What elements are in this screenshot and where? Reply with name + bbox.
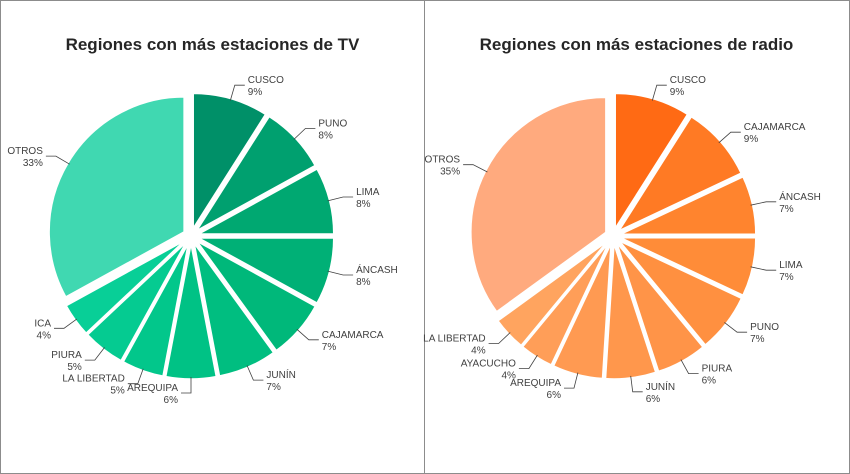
- radio-leader-line-junin: [630, 375, 643, 393]
- tv-leader-line-otros: [45, 155, 70, 165]
- radio-label-ayacucho: AYACUCHO: [461, 359, 516, 370]
- radio-leader-line-lima: [750, 266, 777, 271]
- radio-value-label-ayacucho: 4%: [501, 371, 516, 382]
- tv-label-cusco: CUSCO: [248, 75, 284, 86]
- tv-leader-line-ica: [54, 318, 78, 329]
- radio-label-lima: LIMA: [779, 260, 803, 271]
- tv-label-junin: JUNÍN: [266, 368, 295, 381]
- tv-value-label-puno: 8%: [318, 131, 333, 142]
- radio-label-junin: JUNÍN: [646, 380, 675, 393]
- tv-leader-line-puno: [293, 128, 316, 140]
- tv-leader-line-piura: [84, 347, 105, 361]
- tv-chart-panel: Regiones con más estaciones de TV CUSCO 9…: [1, 1, 424, 473]
- radio-pie-chart: CUSCO9%CAJAMARCA9%ÁNCASH7%LIMA7%PUNO7%PI…: [423, 75, 821, 405]
- radio-label-puno: PUNO: [750, 322, 779, 333]
- radio-value-label-otros: 35%: [440, 167, 460, 178]
- radio-value-label-arequipa: 6%: [547, 390, 562, 401]
- tv-value-label-cusco: 9%: [248, 87, 263, 98]
- radio-value-label-cusco: 9%: [670, 87, 685, 98]
- radio-value-label-junin: 6%: [646, 394, 661, 405]
- radio-value-label-puno: 7%: [750, 334, 765, 345]
- radio-chart-title: Regiones con más estaciones de radio: [479, 35, 794, 54]
- tv-value-label-otros: 33%: [23, 158, 43, 169]
- tv-value-label-la-libertad: 5%: [110, 386, 125, 397]
- tv-label-ica: ICA: [34, 318, 51, 329]
- tv-value-label-lima: 8%: [356, 199, 371, 210]
- tv-leader-line-arequipa: [181, 377, 192, 394]
- radio-value-label-lima: 7%: [779, 272, 794, 283]
- tv-label-puno: PUNO: [318, 119, 347, 130]
- tv-value-label-ancash: 8%: [356, 277, 371, 288]
- tv-value-label-arequipa: 6%: [164, 395, 179, 406]
- radio-leader-line-piura: [680, 359, 699, 375]
- radio-leader-line-puno: [724, 322, 748, 333]
- tv-label-la-libertad: LA LIBERTAD: [62, 374, 124, 385]
- radio-label-piura: PIURA: [702, 364, 733, 375]
- radio-value-label-cajamarca: 9%: [744, 134, 759, 145]
- tv-leader-line-junin: [246, 365, 264, 381]
- radio-label-ancash: ÁNCASH: [779, 190, 821, 203]
- radio-value-label-ancash: 7%: [779, 204, 794, 215]
- tv-label-piura: PIURA: [51, 350, 82, 361]
- radio-chart-panel: Regiones con más estaciones de radio CUS…: [423, 1, 848, 473]
- tv-chart-title: Regiones con más estaciones de TV: [65, 35, 360, 54]
- radio-leader-line-otros: [463, 164, 488, 173]
- radio-label-cajamarca: CAJAMARCA: [744, 122, 806, 133]
- tv-value-label-ica: 4%: [37, 330, 52, 341]
- tv-value-label-cajamarca: 7%: [322, 342, 337, 353]
- radio-leader-line-arequipa: [564, 372, 579, 389]
- radio-label-otros: OTROS: [425, 155, 461, 166]
- tv-label-ancash: ÁNCASH: [356, 263, 398, 276]
- radio-label-cusco: CUSCO: [670, 75, 706, 86]
- tv-label-cajamarca: CAJAMARCA: [322, 330, 384, 341]
- tv-leader-line-la-libertad: [127, 368, 144, 385]
- tv-pie-chart: CUSCO9%PUNO8%LIMA8%ÁNCASH8%CAJAMARCA7%JU…: [7, 75, 398, 406]
- tv-value-label-piura: 5%: [67, 362, 82, 373]
- radio-leader-line-cusco: [651, 84, 667, 101]
- panel-divider: [424, 1, 425, 473]
- tv-leader-line-ancash: [327, 270, 354, 276]
- radio-label-la-libertad: LA LIBERTAD: [423, 334, 485, 345]
- tv-leader-line-cajamarca: [296, 328, 319, 341]
- tv-leader-line-lima: [327, 196, 354, 202]
- radio-value-label-la-libertad: 4%: [471, 346, 486, 357]
- tv-value-label-junin: 7%: [266, 382, 281, 393]
- tv-label-arequipa: AREQUIPA: [127, 383, 178, 394]
- radio-value-label-piura: 6%: [702, 376, 717, 387]
- radio-leader-line-cajamarca: [718, 131, 741, 144]
- tv-label-lima: LIMA: [356, 187, 380, 198]
- radio-leader-line-ayacucho: [518, 354, 538, 370]
- radio-label-arequipa: AREQUIPA: [510, 378, 561, 389]
- radio-leader-line-la-libertad: [488, 332, 511, 344]
- tv-label-otros: OTROS: [7, 146, 43, 157]
- tv-leader-line-cusco: [229, 84, 245, 101]
- radio-leader-line-ancash: [750, 201, 777, 206]
